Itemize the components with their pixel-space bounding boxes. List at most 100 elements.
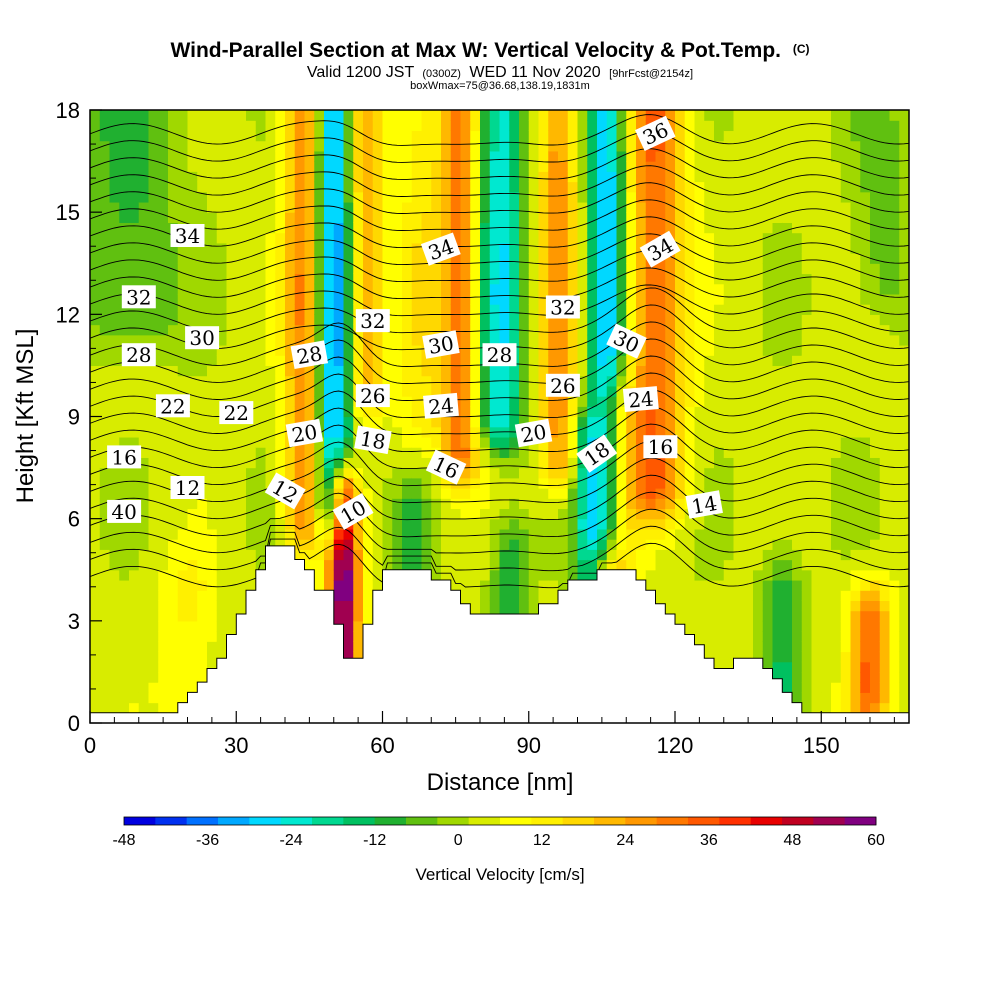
- velocity-cell: [372, 171, 384, 183]
- velocity-cell: [324, 334, 335, 346]
- velocity-cell: [840, 539, 852, 550]
- velocity-cell: [489, 201, 501, 213]
- velocity-cell: [577, 436, 588, 448]
- velocity-cell: [411, 130, 423, 142]
- velocity-cell: [831, 600, 842, 612]
- velocity-cell: [402, 232, 413, 244]
- velocity-cell: [714, 426, 725, 438]
- velocity-cell: [109, 334, 120, 346]
- velocity-cell: [480, 110, 491, 121]
- velocity-cell: [119, 569, 130, 581]
- velocity-cell: [197, 344, 208, 356]
- velocity-cell: [460, 120, 471, 132]
- velocity-cell: [392, 150, 403, 162]
- velocity-cell: [324, 416, 335, 428]
- velocity-cell: [109, 549, 120, 561]
- velocity-cell: [460, 355, 471, 367]
- velocity-cell: [246, 508, 257, 520]
- velocity-cell: [138, 702, 150, 714]
- velocity-cell: [636, 232, 647, 244]
- velocity-cell: [304, 334, 315, 346]
- velocity-cell: [792, 293, 803, 305]
- velocity-cell: [821, 293, 832, 305]
- velocity-cell: [197, 304, 208, 315]
- velocity-cell: [577, 324, 588, 336]
- velocity-cell: [528, 467, 540, 479]
- velocity-cell: [333, 120, 345, 132]
- velocity-cell: [353, 590, 364, 601]
- velocity-cell: [792, 181, 803, 193]
- velocity-cell: [499, 488, 510, 499]
- velocity-cell: [821, 528, 832, 540]
- velocity-field: [90, 110, 909, 723]
- velocity-cell: [577, 344, 588, 356]
- velocity-cell: [168, 191, 179, 203]
- velocity-cell: [470, 406, 481, 418]
- velocity-cell: [480, 222, 491, 234]
- velocity-cell: [441, 130, 452, 142]
- velocity-cell: [753, 201, 764, 213]
- velocity-cell: [441, 304, 452, 315]
- velocity-cell: [870, 569, 881, 581]
- velocity-cell: [353, 161, 364, 172]
- velocity-cell: [470, 457, 481, 469]
- velocity-cell: [694, 293, 705, 305]
- velocity-cell: [704, 304, 715, 315]
- velocity-cell: [216, 498, 228, 510]
- velocity-cell: [460, 273, 471, 285]
- velocity-cell: [684, 150, 696, 162]
- velocity-cell: [850, 477, 861, 489]
- velocity-cell: [99, 263, 111, 275]
- velocity-cell: [343, 365, 354, 377]
- velocity-cell: [119, 579, 130, 591]
- velocity-cell: [441, 436, 452, 448]
- velocity-cell: [285, 518, 296, 530]
- velocity-cell: [109, 283, 120, 295]
- velocity-cell: [850, 590, 861, 601]
- velocity-cell: [684, 467, 696, 479]
- velocity-cell: [879, 539, 891, 550]
- velocity-cell: [899, 671, 909, 683]
- velocity-cell: [470, 436, 481, 448]
- velocity-cell: [382, 181, 393, 193]
- velocity-cell: [684, 375, 696, 387]
- velocity-cell: [255, 396, 267, 407]
- velocity-cell: [831, 549, 842, 561]
- velocity-cell: [363, 590, 374, 601]
- velocity-cell: [519, 212, 530, 223]
- velocity-cell: [411, 314, 423, 326]
- velocity-cell: [860, 181, 871, 193]
- velocity-cell: [265, 273, 276, 285]
- velocity-cell: [324, 467, 335, 479]
- velocity-cell: [704, 150, 715, 162]
- velocity-cell: [499, 385, 510, 397]
- velocity-cell: [801, 671, 813, 683]
- velocity-cell: [889, 396, 900, 407]
- velocity-cell: [519, 539, 530, 550]
- velocity-cell: [528, 498, 540, 510]
- velocity-cell: [548, 283, 559, 295]
- velocity-cell: [840, 304, 852, 315]
- velocity-cell: [187, 110, 198, 121]
- velocity-cell: [119, 488, 130, 499]
- velocity-cell: [645, 569, 657, 581]
- velocity-cell: [762, 171, 774, 183]
- velocity-cell: [90, 600, 101, 612]
- velocity-cell: [489, 365, 501, 377]
- velocity-cell: [714, 641, 725, 653]
- velocity-cell: [821, 661, 832, 673]
- velocity-cell: [528, 559, 540, 571]
- velocity-cell: [197, 671, 208, 683]
- velocity-cell: [99, 498, 111, 510]
- velocity-cell: [645, 457, 657, 469]
- velocity-cell: [606, 242, 618, 254]
- velocity-cell: [353, 477, 364, 489]
- velocity-cell: [363, 222, 374, 234]
- velocity-cell: [148, 181, 159, 193]
- velocity-cell: [333, 130, 345, 142]
- velocity-cell: [831, 120, 842, 132]
- velocity-cell: [870, 661, 881, 673]
- velocity-cell: [519, 324, 530, 336]
- velocity-cell: [207, 385, 218, 397]
- velocity-cell: [480, 365, 491, 377]
